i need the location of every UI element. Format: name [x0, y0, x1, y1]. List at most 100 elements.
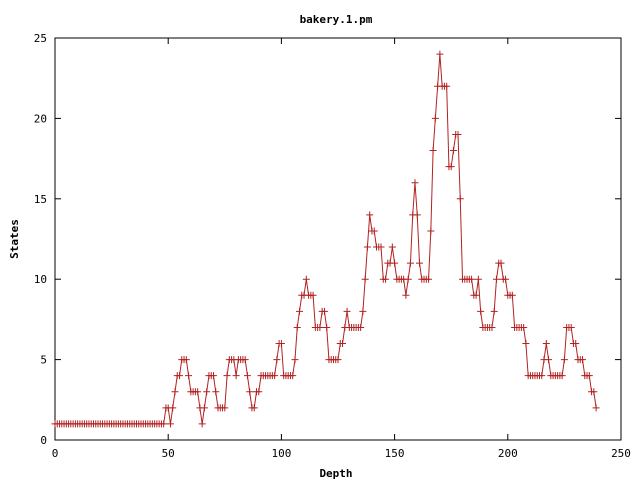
data-point	[447, 163, 455, 171]
data-point	[429, 147, 437, 155]
data-point	[363, 243, 371, 251]
data-point	[273, 356, 281, 364]
x-axis: 0 50 100 150 200 250	[52, 38, 631, 460]
data-point	[472, 291, 480, 299]
data-point	[320, 307, 328, 315]
data-point	[169, 404, 177, 412]
data-point	[343, 307, 351, 315]
data-point	[558, 372, 566, 380]
data-point	[413, 211, 421, 219]
series-states	[51, 50, 600, 428]
data-point	[361, 275, 369, 283]
data-point	[427, 227, 435, 235]
x-tick-label: 250	[611, 447, 631, 460]
data-point	[431, 114, 439, 122]
data-point	[443, 82, 451, 90]
data-point	[255, 388, 263, 396]
data-point	[567, 323, 575, 331]
data-point	[520, 323, 528, 331]
data-point	[221, 404, 229, 412]
data-point	[171, 388, 179, 396]
x-tick-label: 200	[498, 447, 518, 460]
data-point	[449, 147, 457, 155]
data-point	[293, 323, 301, 331]
data-point	[194, 388, 202, 396]
data-point	[406, 259, 414, 267]
y-tick-label: 20	[34, 112, 47, 125]
data-point	[203, 388, 211, 396]
data-point	[436, 50, 444, 58]
data-point	[425, 275, 433, 283]
x-tick-label: 100	[271, 447, 291, 460]
data-point	[477, 307, 485, 315]
data-point	[572, 340, 580, 348]
data-point	[456, 195, 464, 203]
y-tick-label: 10	[34, 273, 47, 286]
data-point	[454, 130, 462, 138]
plot-frame	[54, 37, 622, 441]
data-point	[366, 211, 374, 219]
series-line	[55, 54, 597, 425]
data-point	[497, 259, 505, 267]
data-point	[277, 340, 285, 348]
y-tick-label: 5	[40, 354, 47, 367]
data-point	[502, 275, 510, 283]
data-point	[339, 340, 347, 348]
x-tick-label: 0	[52, 447, 59, 460]
data-point	[592, 404, 600, 412]
data-point	[474, 275, 482, 283]
x-tick-label: 50	[162, 447, 175, 460]
data-point	[590, 388, 598, 396]
data-point	[250, 404, 258, 412]
data-point	[232, 372, 240, 380]
data-point	[176, 372, 184, 380]
data-point	[323, 323, 331, 331]
data-point	[271, 372, 279, 380]
data-point	[334, 356, 342, 364]
data-point	[359, 307, 367, 315]
data-point	[508, 291, 516, 299]
data-point	[182, 356, 190, 364]
y-tick-label: 0	[40, 434, 47, 447]
data-point	[166, 420, 174, 428]
data-point	[243, 372, 251, 380]
data-point	[538, 372, 546, 380]
data-point	[223, 372, 231, 380]
data-point	[291, 356, 299, 364]
data-point	[185, 372, 193, 380]
data-point	[377, 243, 385, 251]
x-axis-label: Depth	[319, 467, 352, 480]
data-point	[296, 307, 304, 315]
data-point	[542, 340, 550, 348]
data-point	[160, 420, 168, 428]
data-point	[488, 323, 496, 331]
data-point	[404, 275, 412, 283]
data-point	[468, 275, 476, 283]
y-tick-label: 25	[34, 32, 47, 45]
data-point	[585, 372, 593, 380]
data-point	[316, 323, 324, 331]
data-point	[200, 404, 208, 412]
data-point	[246, 388, 254, 396]
y-tick-label: 15	[34, 193, 47, 206]
data-point	[411, 179, 419, 187]
data-point	[209, 372, 217, 380]
y-axis: 0 5 10 15 20 25	[34, 32, 621, 447]
data-point	[579, 356, 587, 364]
data-point	[198, 420, 206, 428]
data-point	[388, 243, 396, 251]
data-point	[357, 323, 365, 331]
data-point	[241, 356, 249, 364]
chart-title: bakery.1.pm	[300, 13, 373, 26]
data-point	[309, 291, 317, 299]
data-point	[370, 227, 378, 235]
data-point	[212, 388, 220, 396]
x-tick-label: 150	[385, 447, 405, 460]
data-point	[560, 356, 568, 364]
data-point	[391, 259, 399, 267]
data-point	[302, 275, 310, 283]
data-point	[522, 340, 530, 348]
data-point	[416, 259, 424, 267]
data-point	[289, 372, 297, 380]
